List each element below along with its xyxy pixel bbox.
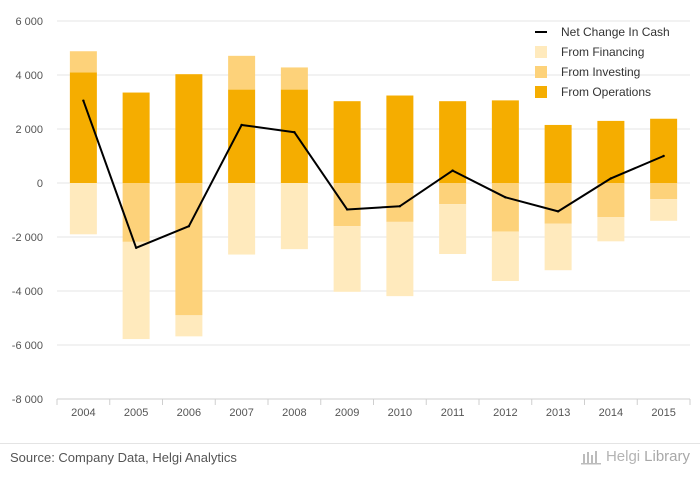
bar-from-operations xyxy=(228,89,256,183)
bar-from-operations xyxy=(280,89,308,183)
bar-from-financing xyxy=(122,241,150,340)
x-tick-label: 2005 xyxy=(124,407,148,419)
bar-from-financing xyxy=(439,204,467,255)
library-icon xyxy=(580,450,601,464)
y-tick-label: 2 000 xyxy=(15,124,43,136)
line-net-change-in-cash xyxy=(82,100,665,249)
bar-from-investing xyxy=(333,183,361,227)
legend-swatch xyxy=(535,66,547,78)
bar-from-operations xyxy=(597,120,625,183)
brand-suffix: Library xyxy=(644,448,690,465)
bar-from-investing xyxy=(439,183,467,205)
line-point xyxy=(187,225,191,228)
bar-from-operations xyxy=(386,95,414,183)
y-tick-label: -6 000 xyxy=(12,340,43,352)
x-tick-label: 2008 xyxy=(282,407,306,419)
legend-swatch xyxy=(535,46,547,58)
x-tick-label: 2006 xyxy=(177,407,201,419)
bar-from-investing xyxy=(175,183,203,316)
bar-from-financing xyxy=(333,226,361,292)
x-tick-label: 2012 xyxy=(493,407,517,419)
x-tick-label: 2013 xyxy=(546,407,570,419)
y-tick-label: 4 000 xyxy=(15,70,43,82)
bar-from-financing xyxy=(491,231,519,282)
bar-from-financing xyxy=(544,223,572,271)
line-point xyxy=(82,99,85,102)
line-point xyxy=(609,177,613,180)
brand-logo[interactable]: Helgi Library xyxy=(580,448,690,465)
line-point xyxy=(345,208,349,211)
brand-prefix: Helgi xyxy=(605,448,641,465)
bar-from-investing xyxy=(280,67,308,90)
bar-from-investing xyxy=(386,183,414,222)
line-point xyxy=(398,205,402,208)
line-point xyxy=(451,169,454,172)
source-note: Source: Company Data, Helgi Analytics xyxy=(10,450,237,465)
bar-from-investing xyxy=(69,51,97,73)
bar-from-operations xyxy=(122,92,150,183)
x-tick-label: 2004 xyxy=(71,407,95,419)
footer-divider xyxy=(0,443,700,444)
line-point xyxy=(504,196,507,199)
bar-from-operations xyxy=(491,100,519,183)
bar-from-investing xyxy=(544,183,572,224)
bar-from-financing xyxy=(650,199,678,221)
x-tick-label: 2007 xyxy=(229,407,253,419)
line-point xyxy=(134,246,138,249)
bar-from-financing xyxy=(386,221,414,297)
bar-from-operations xyxy=(175,74,203,183)
x-tick-label: 2010 xyxy=(388,407,412,419)
bar-from-investing xyxy=(650,183,678,200)
bar-from-financing xyxy=(175,315,203,337)
line-point xyxy=(556,210,560,213)
x-tick-label: 2014 xyxy=(599,407,623,419)
bar-from-financing xyxy=(69,183,97,235)
legend-label: Net Change In Cash xyxy=(561,25,670,39)
line-point xyxy=(240,123,243,127)
y-tick-label: -2 000 xyxy=(12,232,43,244)
legend-label: From Financing xyxy=(561,45,644,59)
bar-from-investing xyxy=(597,183,625,218)
legend-label: From Investing xyxy=(561,65,640,79)
line-point xyxy=(662,154,665,158)
y-tick-label: 6 000 xyxy=(15,16,43,28)
bar-from-operations xyxy=(650,118,678,183)
y-tick-label: -8 000 xyxy=(12,394,43,406)
x-tick-label: 2011 xyxy=(441,407,465,419)
bar-from-operations xyxy=(544,124,572,183)
legend-label: From Operations xyxy=(561,85,651,99)
bar-from-operations xyxy=(333,101,361,183)
bar-from-investing xyxy=(122,183,150,242)
x-tick-label: 2015 xyxy=(651,407,675,419)
bar-from-financing xyxy=(228,183,256,255)
bar-from-financing xyxy=(280,183,308,250)
x-tick-label: 2009 xyxy=(335,407,359,419)
y-tick-label: -4 000 xyxy=(12,286,43,298)
line-point xyxy=(293,131,296,134)
bar-from-operations xyxy=(439,101,467,183)
y-tick-label: 0 xyxy=(37,178,43,190)
legend-swatch xyxy=(535,86,547,98)
bar-from-investing xyxy=(228,55,256,90)
bar-from-financing xyxy=(597,217,625,242)
bar-from-investing xyxy=(491,183,519,232)
